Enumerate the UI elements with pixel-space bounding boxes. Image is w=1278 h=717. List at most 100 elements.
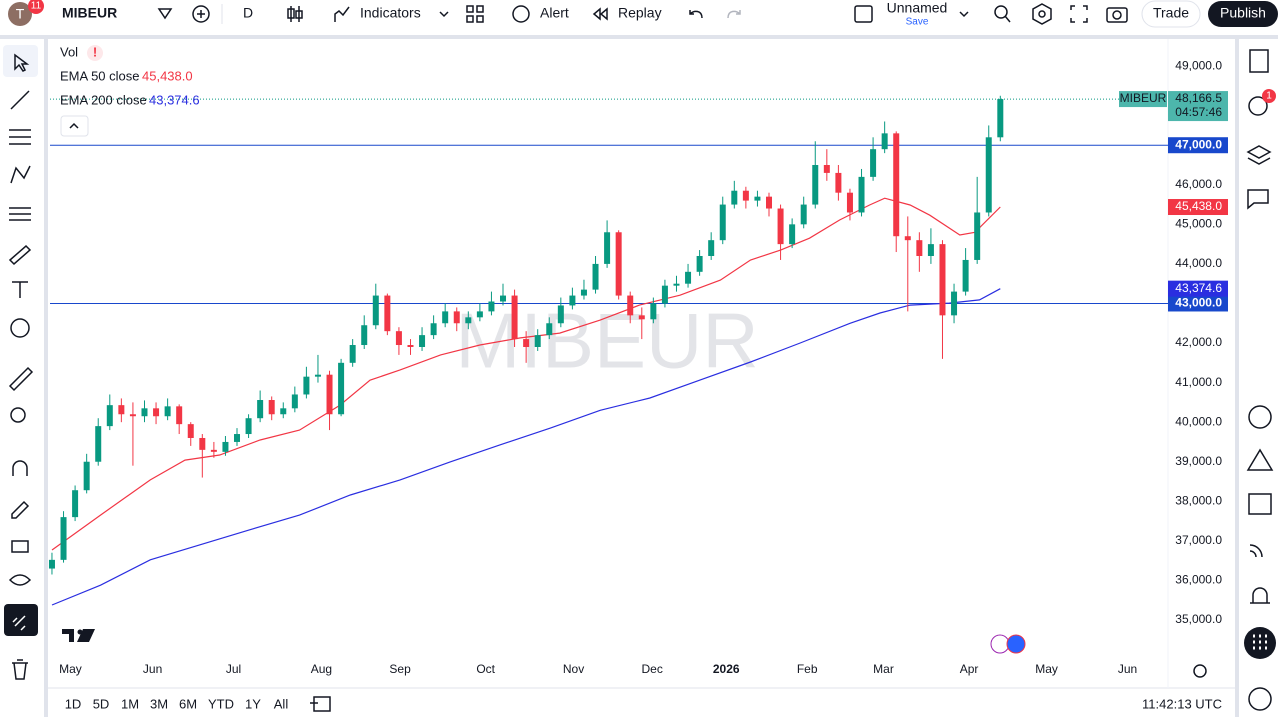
range-button[interactable]: All bbox=[274, 696, 289, 711]
fib[interactable] bbox=[9, 129, 31, 145]
object-tree[interactable] bbox=[1246, 145, 1272, 165]
icons[interactable] bbox=[10, 318, 30, 338]
add-symbol[interactable] bbox=[192, 5, 210, 23]
event[interactable] bbox=[1006, 634, 1026, 654]
collapse[interactable] bbox=[60, 115, 89, 137]
candle-body bbox=[268, 400, 275, 415]
icon bbox=[334, 6, 350, 22]
snapshot[interactable] bbox=[1106, 7, 1128, 23]
chats[interactable] bbox=[1247, 189, 1269, 210]
patterns[interactable] bbox=[10, 165, 31, 184]
candle-body bbox=[303, 376, 310, 395]
icon bbox=[1004, 15, 1011, 23]
clock: 11:42:13 UTC bbox=[1142, 696, 1222, 711]
ruler[interactable] bbox=[8, 366, 34, 392]
candle-body bbox=[234, 434, 241, 442]
candle-body bbox=[997, 99, 1004, 138]
alert[interactable]: Alert bbox=[540, 5, 569, 21]
zoom[interactable] bbox=[10, 407, 26, 423]
save-hint[interactable]: Save bbox=[906, 17, 929, 28]
screener[interactable] bbox=[1246, 448, 1274, 471]
calendar[interactable] bbox=[1248, 493, 1272, 515]
candle-body bbox=[650, 303, 657, 320]
vol-label: Vol bbox=[60, 44, 78, 59]
text-tool[interactable] bbox=[12, 281, 28, 298]
cursor[interactable] bbox=[14, 53, 30, 72]
settings[interactable] bbox=[1032, 3, 1052, 25]
candle-body bbox=[419, 335, 426, 347]
range-button[interactable]: 6M bbox=[179, 696, 197, 711]
range-button[interactable]: 1M bbox=[121, 696, 139, 711]
remove[interactable] bbox=[12, 659, 28, 680]
replay[interactable]: Replay bbox=[618, 5, 662, 21]
warning[interactable] bbox=[87, 45, 103, 61]
chart-style[interactable] bbox=[287, 6, 303, 22]
event[interactable] bbox=[990, 634, 1010, 654]
interval[interactable]: D bbox=[243, 5, 253, 21]
candle-body bbox=[742, 190, 749, 201]
candle-body bbox=[835, 172, 842, 193]
range-button[interactable]: 5D bbox=[93, 696, 110, 711]
icon[interactable] bbox=[157, 8, 173, 20]
y-tick-label: 36,000.0 bbox=[1175, 573, 1222, 587]
alerts[interactable] bbox=[1248, 96, 1268, 116]
watchlist[interactable] bbox=[1249, 49, 1269, 73]
fullscreen[interactable] bbox=[1070, 5, 1088, 23]
notifications[interactable] bbox=[1250, 587, 1270, 604]
candle-body bbox=[349, 345, 356, 363]
range-button[interactable]: 3M bbox=[150, 696, 168, 711]
candle-body bbox=[187, 424, 194, 438]
active-tool[interactable] bbox=[3, 45, 38, 77]
candle-body bbox=[823, 165, 830, 173]
trend-line[interactable] bbox=[10, 90, 30, 110]
ideas[interactable] bbox=[1248, 405, 1272, 429]
drawing-mode[interactable] bbox=[11, 500, 30, 519]
indicators[interactable]: Indicators bbox=[360, 5, 421, 21]
candle-body bbox=[476, 311, 483, 318]
symbol[interactable]: MIBEUR bbox=[62, 5, 117, 21]
candle-body bbox=[893, 133, 900, 237]
layout-name[interactable]: Unnamed bbox=[887, 0, 948, 16]
brush[interactable] bbox=[8, 244, 32, 266]
y-tick-label: 39,000.0 bbox=[1175, 454, 1222, 468]
badge bbox=[1262, 89, 1276, 103]
avatar-letter: T bbox=[16, 6, 25, 22]
logo bbox=[62, 629, 95, 642]
news[interactable] bbox=[1249, 544, 1263, 558]
help[interactable] bbox=[1248, 687, 1272, 711]
separator bbox=[44, 39, 48, 717]
undo[interactable] bbox=[689, 10, 703, 19]
lock[interactable] bbox=[11, 540, 29, 553]
ema-tag bbox=[1168, 280, 1228, 297]
avatar[interactable] bbox=[8, 2, 32, 26]
badge-count: 11 bbox=[31, 1, 42, 12]
line-tag-label: 47,000.0 bbox=[1175, 137, 1222, 151]
magnet[interactable] bbox=[12, 460, 28, 476]
time-settings[interactable] bbox=[1193, 664, 1207, 678]
redo[interactable] bbox=[727, 10, 741, 19]
candle-body bbox=[488, 301, 495, 312]
x-tick-label: May bbox=[59, 662, 82, 676]
price-tag-label: 48,166.5 bbox=[1175, 91, 1222, 105]
y-tick-label: 41,000.0 bbox=[1175, 375, 1222, 389]
candle-body bbox=[951, 291, 958, 316]
range-button[interactable]: YTD bbox=[208, 696, 234, 711]
forecasting[interactable] bbox=[9, 207, 31, 221]
chevron[interactable] bbox=[959, 11, 969, 18]
candle-body bbox=[627, 295, 634, 316]
publish-button[interactable] bbox=[1208, 1, 1278, 27]
templates[interactable] bbox=[466, 5, 484, 23]
quick-search[interactable] bbox=[994, 5, 1008, 19]
date-range[interactable] bbox=[310, 696, 331, 712]
badge-count: 1 bbox=[1266, 91, 1272, 102]
range-button[interactable]: 1Y bbox=[245, 696, 261, 711]
x-tick-label: Jun bbox=[143, 662, 162, 676]
legend-name: EMA 50 close bbox=[60, 68, 140, 83]
x-tick-label: Apr bbox=[960, 662, 979, 676]
trade-button[interactable] bbox=[1141, 0, 1201, 28]
chevron[interactable] bbox=[439, 11, 449, 18]
hide[interactable] bbox=[8, 574, 32, 586]
candle-body bbox=[338, 362, 345, 415]
y-tick-label: 44,000.0 bbox=[1175, 256, 1222, 270]
range-button[interactable]: 1D bbox=[65, 696, 82, 711]
